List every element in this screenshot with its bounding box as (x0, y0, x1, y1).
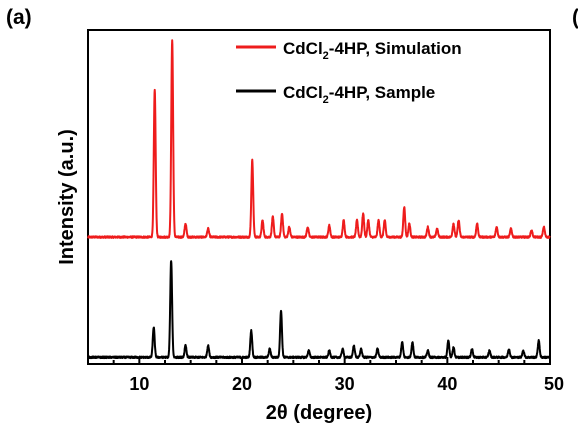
x-tick-label: 10 (129, 374, 149, 394)
plot-frame (87, 29, 551, 365)
x-tick-label: 40 (437, 374, 457, 394)
y-axis-label: Intensity (a.u.) (56, 129, 78, 265)
legend: CdCl2-4HP, Simulation CdCl2-4HP, Sample (236, 39, 462, 106)
x-tick-label: 30 (335, 374, 355, 394)
series-layer (87, 39, 551, 360)
series-line-simulation (87, 39, 551, 239)
x-tick-label: 50 (544, 374, 564, 394)
x-axis-ticks: 10 20 30 40 50 (87, 357, 564, 394)
clipped-panel-label: ( (572, 6, 578, 29)
legend-label-simulation: CdCl2-4HP, Simulation (283, 39, 462, 62)
x-tick-label: 20 (232, 374, 252, 394)
panel-label: (a) (6, 6, 32, 29)
legend-label-sample: CdCl2-4HP, Sample (283, 83, 435, 106)
x-axis-label: 2θ (degree) (266, 402, 372, 424)
series-line-sample (87, 260, 551, 360)
